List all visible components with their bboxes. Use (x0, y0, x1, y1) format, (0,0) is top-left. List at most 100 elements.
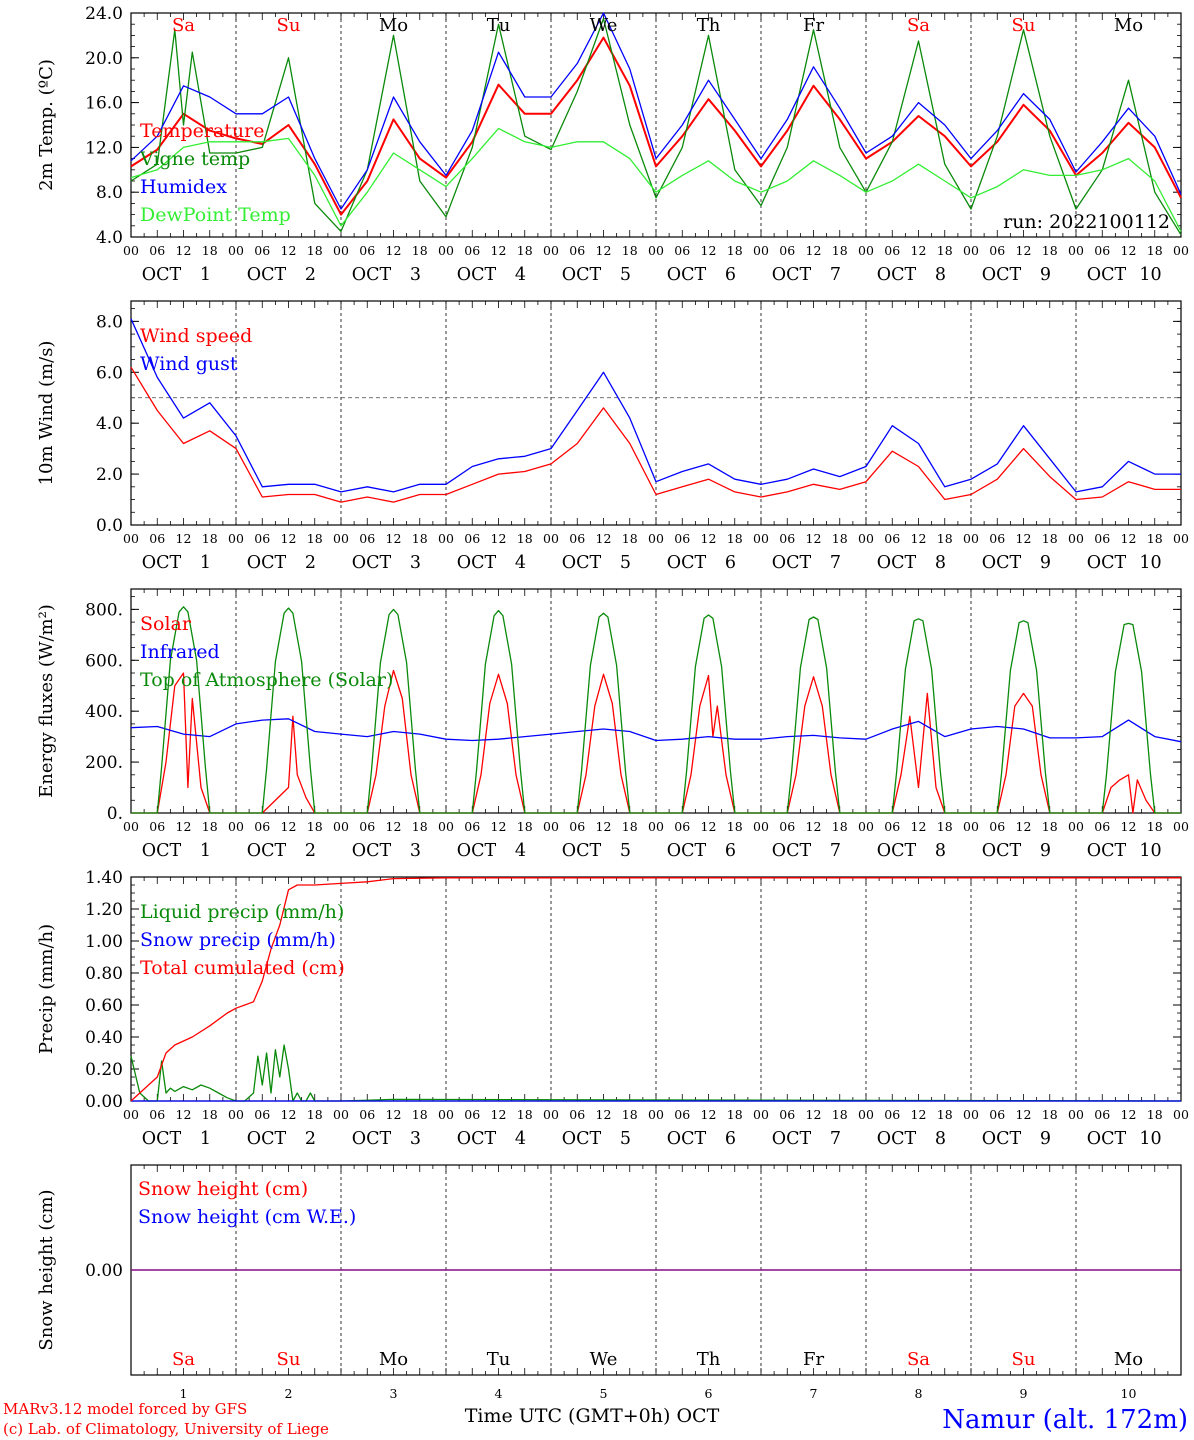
hour-label: 18 (937, 1107, 953, 1122)
hour-label: 00 (543, 243, 559, 258)
hour-label: 06 (464, 819, 480, 834)
hour-labels: 00 06 12 18 00 06 12 18 00 06 12 18 00 06 12 18 00 06 12 18… (123, 819, 1189, 834)
hour-labels: 00 06 12 18 00 06 12 18 00 06 12 18 00 06 12 18 00 06 12 18… (123, 531, 1189, 546)
date-day-label: 9 (1040, 1129, 1051, 1149)
hour-label: 06 (254, 531, 270, 546)
hour-label: 06 (779, 1107, 795, 1122)
day-number: 4 (495, 1386, 503, 1401)
day-name-top: Fr (803, 15, 824, 36)
x-ticks (130, 301, 1182, 525)
date-day-label: 2 (305, 1129, 316, 1149)
date-month-label: OCT (142, 265, 182, 285)
date-month-label: OCT (562, 1129, 602, 1149)
hour-label: 18 (307, 531, 323, 546)
hour-label: 18 (412, 819, 428, 834)
hour-label: 18 (832, 819, 848, 834)
y-tick-label: 20.0 (85, 49, 123, 69)
hour-label: 00 (1173, 1107, 1189, 1122)
series-line (130, 17, 1182, 236)
hour-label: 06 (674, 531, 690, 546)
hour-label: 18 (517, 819, 533, 834)
hour-label: 18 (1042, 819, 1058, 834)
date-month-label: OCT (1087, 265, 1127, 285)
series-line (130, 127, 1182, 232)
hour-label: 00 (333, 1107, 349, 1122)
date-month-label: OCT (352, 841, 392, 861)
date-month-label: OCT (667, 553, 707, 573)
y-tick-label: 200. (85, 753, 123, 773)
hour-label: 00 (648, 243, 664, 258)
legend-entry: Temperature (140, 120, 264, 142)
hour-label: 12 (176, 243, 192, 258)
hour-label: 12 (1121, 531, 1137, 546)
hour-label: 12 (386, 531, 402, 546)
day-name-top: We (590, 15, 618, 36)
y-tick-label: 0. (107, 804, 123, 824)
footer-model: MARv3.12 model forced by GFS (3, 1400, 247, 1418)
hour-label: 18 (1042, 243, 1058, 258)
date-day-label: 5 (620, 1129, 631, 1149)
date-day-label: 7 (830, 553, 841, 573)
series-line (130, 12, 1182, 210)
hour-label: 00 (1173, 531, 1189, 546)
hour-label: 18 (622, 531, 638, 546)
hour-label: 18 (727, 243, 743, 258)
hour-label: 00 (543, 819, 559, 834)
hour-label: 18 (307, 1107, 323, 1122)
hour-label: 12 (596, 243, 612, 258)
day-name-top: Sa (907, 15, 930, 36)
hour-label: 12 (701, 243, 717, 258)
hour-label: 18 (517, 243, 533, 258)
day-names: Sa Sa 1 Su Su 2 Mo Mo 3 Tu Tu 4 We We 5 Th Th 6 Fr Fr 7 Sa Sa 8… (172, 15, 1143, 1401)
hour-label: 12 (1016, 243, 1032, 258)
date-day-label: 9 (1040, 841, 1051, 861)
day-number: 3 (390, 1386, 398, 1401)
date-month-label: OCT (982, 841, 1022, 861)
hour-label: 12 (806, 819, 822, 834)
hour-label: 00 (123, 1107, 139, 1122)
series-line (130, 36, 1182, 216)
hour-label: 06 (1094, 243, 1110, 258)
date-month-label: OCT (457, 265, 497, 285)
legend-entry: Wind speed (140, 325, 252, 347)
legend-entry: Solar (140, 613, 192, 635)
hour-label: 06 (989, 531, 1005, 546)
hour-label: 00 (858, 531, 874, 546)
hour-label: 12 (281, 1107, 297, 1122)
date-month-label: OCT (142, 1129, 182, 1149)
day-name-top: Su (277, 15, 301, 36)
hour-label: 06 (149, 243, 165, 258)
hour-label: 00 (753, 1107, 769, 1122)
hour-label: 06 (779, 531, 795, 546)
y-tick-label: 0.80 (85, 964, 123, 984)
hour-label: 00 (753, 243, 769, 258)
series-line (130, 366, 1181, 503)
y-tick-label: 0.20 (85, 1060, 123, 1080)
hour-label: 12 (911, 243, 927, 258)
hour-label: 06 (254, 819, 270, 834)
hour-label: 06 (674, 243, 690, 258)
hour-label: 00 (648, 531, 664, 546)
y-axis-label: Snow height (cm) (36, 1189, 57, 1350)
hour-label: 06 (989, 1107, 1005, 1122)
hour-label: 00 (123, 819, 139, 834)
y-tick-label: 6.0 (96, 363, 123, 383)
hour-label: 12 (1121, 1107, 1137, 1122)
date-month-label: OCT (667, 841, 707, 861)
hour-label: 00 (648, 1107, 664, 1122)
y-tick-label: 1.40 (85, 868, 123, 888)
hour-label: 18 (832, 1107, 848, 1122)
hour-label: 18 (412, 531, 428, 546)
hour-label: 06 (674, 1107, 690, 1122)
date-labels: OCT 1 OCT 2 OCT 3 OCT 4 OCT 5 OCT 6 OCT 7 OCT 8 OCT 9 OCT 1… (142, 265, 1162, 285)
hour-label: 18 (517, 1107, 533, 1122)
date-day-label: 6 (725, 1129, 736, 1149)
day-number: 7 (810, 1386, 818, 1401)
day-name-bottom: Tu (487, 1349, 511, 1370)
hour-label: 18 (727, 531, 743, 546)
y-tick-label: 4.0 (96, 228, 123, 248)
hour-label: 12 (596, 1107, 612, 1122)
hour-label: 12 (806, 243, 822, 258)
legend-entry: Liquid precip (mm/h) (140, 901, 344, 923)
day-number: 6 (705, 1386, 713, 1401)
